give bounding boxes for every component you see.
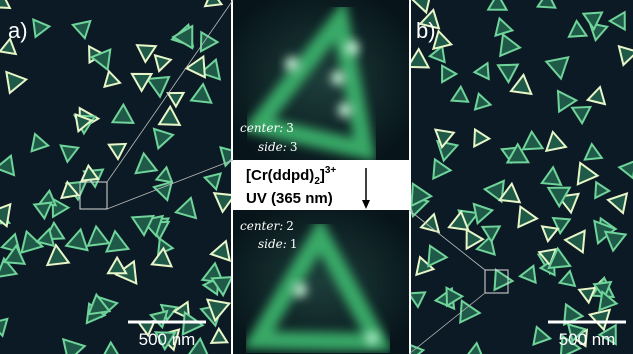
label: side: — [258, 140, 287, 154]
value: 1 — [290, 237, 298, 251]
side-count-bottom: side:1 — [258, 237, 297, 251]
side-count-top: side:3 — [258, 140, 297, 154]
reaction-condition: UV (365 nm) — [246, 190, 333, 207]
value: 3 — [290, 140, 298, 154]
value: 2 — [286, 219, 294, 233]
panel-label: a) — [8, 18, 28, 43]
label: center: — [240, 219, 283, 233]
particle — [205, 0, 221, 6]
formula-prefix: [Cr(ddpd) — [246, 167, 314, 184]
center-count-bottom: center:2 — [240, 219, 294, 233]
label: side: — [258, 237, 287, 251]
particle — [538, 0, 556, 8]
scale-bar-label: 500 nm — [139, 330, 196, 349]
scale-bar-label: 500 nm — [559, 330, 616, 349]
panel-label: b) — [416, 18, 436, 43]
label: center: — [240, 121, 283, 135]
formula-sup: 3+ — [325, 165, 337, 176]
center-count-top: center:3 — [240, 121, 294, 135]
figure: [Cr(ddpd)2]3+ UV (365 nm) center:3 side:… — [0, 0, 633, 354]
value: 3 — [286, 121, 294, 135]
reaction-formula: [Cr(ddpd)2]3+ — [246, 165, 336, 187]
